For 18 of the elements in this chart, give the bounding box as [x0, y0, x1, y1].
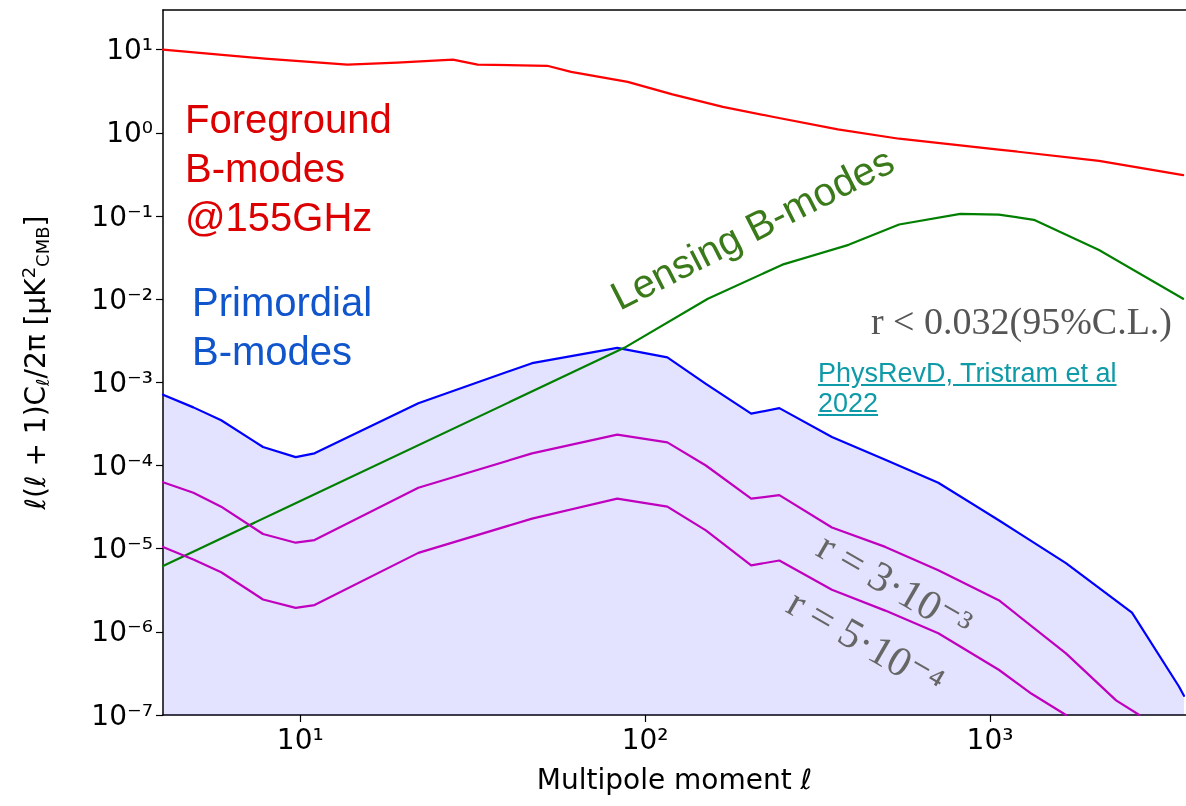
x-axis-title: Multipole moment ℓ	[536, 762, 813, 796]
y-axis-title: ℓ(ℓ + 1)Cℓ/2π [μK2CMB]	[17, 215, 53, 511]
y-tick-label: 10⁻¹	[91, 199, 153, 233]
annotation: PhysRevD, Tristram et al 2022	[818, 358, 1118, 418]
y-tick-label: 10⁻⁷	[91, 698, 153, 732]
y-tick-label: 10⁻⁴	[91, 449, 153, 482]
x-tick-label: 10¹	[276, 722, 324, 756]
y-tick-label: 10¹	[106, 33, 153, 67]
y-tick-label: 10⁰	[106, 116, 153, 150]
y-tick-label: 10⁻⁶	[91, 615, 153, 649]
y-tick-label: 10⁻²	[91, 282, 153, 316]
x-tick-label: 10³	[966, 722, 1014, 756]
series-label: Primordial B-modes	[192, 280, 384, 374]
x-tick-label: 10²	[621, 722, 669, 756]
y-tick-label: 10⁻³	[91, 365, 153, 399]
y-tick-label: 10⁻⁵	[91, 532, 153, 566]
annotation: r < 0.032(95%C.L.)	[870, 300, 1172, 343]
series-label: Foreground B-modes @155GHz	[185, 97, 403, 239]
